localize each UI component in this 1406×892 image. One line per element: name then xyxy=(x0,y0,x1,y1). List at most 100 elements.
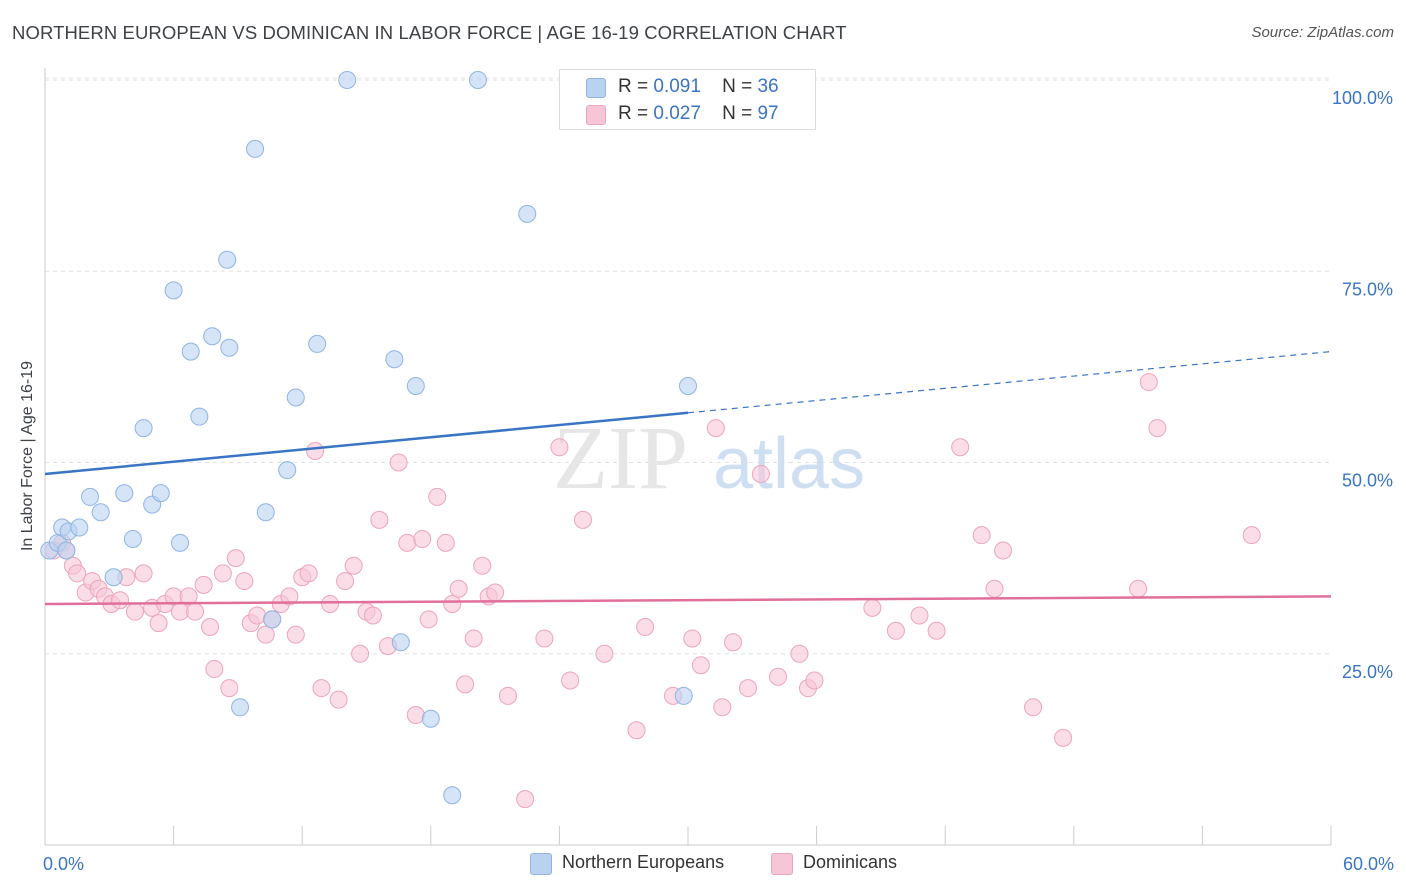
northern-european-point xyxy=(134,419,153,438)
northern-european-point xyxy=(518,204,537,223)
dominican-point xyxy=(344,556,363,575)
grid-lines xyxy=(45,77,1331,655)
dominican-point xyxy=(321,595,340,614)
northern-european-point xyxy=(190,407,209,426)
dominican-point xyxy=(706,419,725,438)
dominican-point xyxy=(573,510,592,529)
northern-european-point xyxy=(246,139,265,158)
dominican-point xyxy=(972,526,991,545)
dominican-point xyxy=(1129,579,1148,598)
northern-european-point xyxy=(231,698,250,717)
dominican-point xyxy=(213,564,232,583)
dominican-point xyxy=(111,591,130,610)
dominican-point xyxy=(1139,373,1158,392)
northern-european-point xyxy=(171,533,190,552)
dominican-point xyxy=(179,587,198,606)
dominican-point xyxy=(134,564,153,583)
dominican-point xyxy=(739,679,758,698)
series-name: Northern Europeans xyxy=(562,852,725,872)
dominican-point xyxy=(336,572,355,591)
y-axis-title: In Labor Force | Age 16-19 xyxy=(19,360,36,552)
dominican-point xyxy=(473,556,492,575)
legend-n-label: N = xyxy=(722,76,753,97)
watermark-atlas: atlas xyxy=(713,424,865,504)
dominican-point xyxy=(398,533,417,552)
dominican-point xyxy=(363,606,382,625)
dominican-point xyxy=(68,564,87,583)
trend-lines xyxy=(44,350,1332,606)
northern-european-point xyxy=(338,71,357,89)
dominican-point xyxy=(724,633,743,652)
northern-european-point xyxy=(81,487,100,506)
northern-european-point xyxy=(151,484,170,503)
dominican-point xyxy=(406,705,425,724)
dominican-point xyxy=(329,690,348,709)
dominican-point xyxy=(194,575,213,594)
dominican-point xyxy=(805,671,824,690)
northern-european-point xyxy=(385,350,404,369)
legend-r-label: R = xyxy=(618,103,649,124)
dominican-point xyxy=(443,595,462,614)
dominican-point xyxy=(951,438,970,457)
dominicans-trend-line xyxy=(44,595,1332,606)
x-tick-label-min: 0.0% xyxy=(43,854,84,874)
legend-swatch-blue xyxy=(586,78,606,98)
dominican-point xyxy=(299,564,318,583)
x-tick-label-max: 60.0% xyxy=(1343,854,1394,874)
dominican-point xyxy=(498,686,517,705)
northern-european-point xyxy=(57,541,76,560)
y-tick-label: 100.0% xyxy=(1332,88,1393,108)
dominican-point xyxy=(683,629,702,648)
dominican-point xyxy=(248,606,267,625)
northern-european-point xyxy=(674,686,693,705)
dominican-point xyxy=(235,572,254,591)
dominican-point xyxy=(691,656,710,675)
dominican-point xyxy=(751,464,770,483)
dominican-point xyxy=(205,660,224,679)
dominican-point xyxy=(413,530,432,548)
series-swatch-pink xyxy=(771,853,793,875)
tick-labels: 25.0% 50.0% 75.0% 100.0% 0.0% 60.0% xyxy=(43,88,1394,874)
northern-european-point xyxy=(263,610,282,629)
northern-european-point xyxy=(256,503,275,522)
legend-n-value: 36 xyxy=(757,76,779,97)
dominican-point xyxy=(1024,698,1043,717)
dominican-point xyxy=(464,629,483,648)
y-tick-label: 50.0% xyxy=(1342,471,1393,491)
legend-n-label: N = xyxy=(722,103,753,124)
legend-n-value: 97 xyxy=(757,103,779,124)
series-swatch-blue xyxy=(530,853,552,875)
source-label: Source: ZipAtlas.com xyxy=(1251,24,1394,41)
northern-european-point xyxy=(679,377,697,395)
y-tick-label: 75.0% xyxy=(1342,279,1393,299)
dominican-point xyxy=(910,606,929,625)
northern-european-point xyxy=(164,281,183,300)
dominican-point xyxy=(561,671,580,690)
dominican-point xyxy=(713,698,732,717)
dominican-point xyxy=(1148,419,1167,438)
northern-european-point xyxy=(421,709,440,728)
northern-european-point xyxy=(181,342,200,361)
dominican-point xyxy=(428,487,447,506)
dominican-point xyxy=(886,621,905,640)
dominican-point xyxy=(149,614,168,633)
dominican-point xyxy=(226,549,245,568)
dominican-point xyxy=(516,790,535,809)
dominican-point xyxy=(1242,526,1261,545)
northern-european-point xyxy=(286,388,305,407)
watermark-zip: ZIP xyxy=(553,409,688,508)
legend-r-value: 0.027 xyxy=(653,103,701,124)
dominican-point xyxy=(351,644,370,663)
dominican-point xyxy=(126,602,145,621)
dominican-point xyxy=(256,625,275,644)
northern-european-point xyxy=(218,250,237,269)
dominican-point xyxy=(370,510,389,529)
series-name: Dominicans xyxy=(803,852,898,872)
legend-r-label: R = xyxy=(618,76,649,97)
dominican-point xyxy=(286,625,305,644)
dominican-point xyxy=(535,629,554,648)
zipatlas-watermark: ZIP atlas xyxy=(553,409,865,508)
dominican-point xyxy=(456,675,475,694)
correlation-legend: R = 0.091 N = 36 R = 0.027 N = 97 xyxy=(559,69,816,130)
northern-european-point xyxy=(91,503,110,522)
